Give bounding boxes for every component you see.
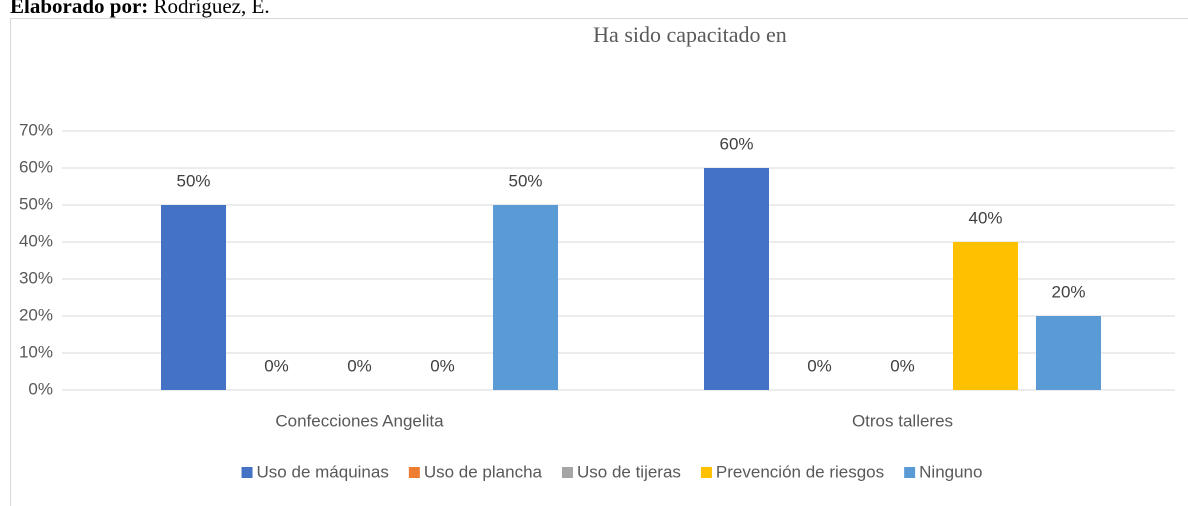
legend-label: Prevención de riesgos xyxy=(716,462,884,481)
chart-border xyxy=(10,18,1188,506)
legend-swatch xyxy=(561,467,573,478)
y-tick-label: 0% xyxy=(28,379,53,398)
data-label: 0% xyxy=(430,356,455,375)
legend-swatch xyxy=(700,467,712,478)
y-tick-label: 40% xyxy=(19,231,53,250)
legend-swatch xyxy=(241,467,253,478)
note: Elaborado por: Rodríguez, E. xyxy=(10,0,270,18)
bar xyxy=(1036,316,1101,390)
note-label: Elaborado por: xyxy=(10,0,148,18)
data-label: 20% xyxy=(1051,282,1085,301)
data-label: 0% xyxy=(890,356,915,375)
data-label: 0% xyxy=(807,356,832,375)
x-tick-label: Otros talleres xyxy=(852,411,953,430)
legend-swatch xyxy=(408,467,420,478)
bar xyxy=(493,205,558,390)
x-tick-label: Confecciones Angelita xyxy=(275,411,444,430)
legend-swatch xyxy=(904,467,916,478)
y-tick-label: 10% xyxy=(19,342,53,361)
y-tick-label: 20% xyxy=(19,305,53,324)
legend-label: Ninguno xyxy=(919,462,982,481)
data-label: 0% xyxy=(347,356,372,375)
data-label: 50% xyxy=(508,171,542,190)
chart-title: Ha sido capacitado en xyxy=(593,22,787,47)
bar xyxy=(161,205,226,390)
legend-label: Uso de máquinas xyxy=(257,462,389,481)
legend-label: Uso de tijeras xyxy=(577,462,681,481)
y-tick-label: 70% xyxy=(19,120,53,139)
data-label: 60% xyxy=(719,134,753,153)
data-label: 0% xyxy=(264,356,289,375)
note-text: Rodríguez, E. xyxy=(154,0,270,18)
y-tick-label: 50% xyxy=(19,194,53,213)
data-label: 40% xyxy=(968,208,1002,227)
y-tick-label: 30% xyxy=(19,268,53,287)
bar xyxy=(704,168,769,390)
data-label: 50% xyxy=(176,171,210,190)
legend-label: Uso de plancha xyxy=(424,462,543,481)
y-tick-label: 60% xyxy=(19,157,53,176)
bar xyxy=(953,242,1018,390)
